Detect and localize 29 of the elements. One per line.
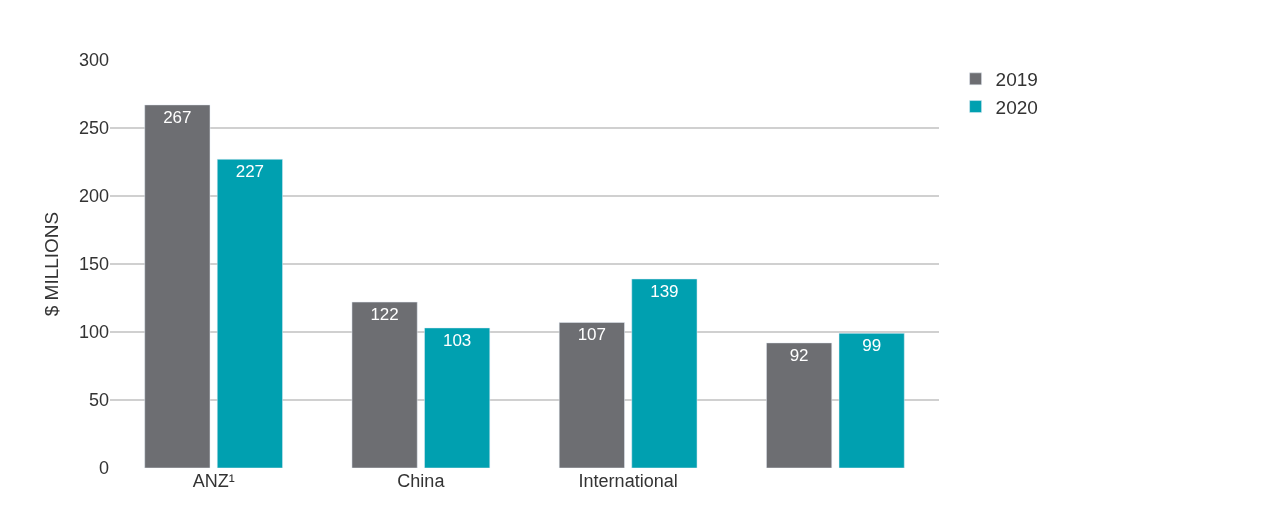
bar (838, 333, 905, 468)
data-label: 139 (650, 281, 679, 301)
bar (351, 301, 418, 468)
data-label: 92 (789, 345, 809, 365)
y-tick-label: 50 (88, 390, 109, 411)
y-tick-label: 0 (98, 458, 109, 479)
data-label: 227 (235, 162, 265, 182)
data-label: 103 (442, 330, 472, 350)
y-tick-label: 200 (78, 186, 109, 207)
data-label: 99 (862, 336, 882, 356)
y-tick-label: 300 (78, 50, 109, 71)
bar (558, 322, 625, 468)
bar (217, 159, 283, 468)
y-tick-label: 150 (78, 254, 109, 275)
y-tick-label: 100 (78, 322, 109, 343)
x-tick-label: ANZ¹ (192, 471, 235, 491)
data-label: 122 (370, 305, 399, 325)
x-tick-label: China (397, 471, 446, 491)
y-tick-label: 250 (78, 118, 109, 139)
data-label: 107 (577, 325, 607, 345)
bar (424, 327, 491, 468)
bar (144, 104, 211, 468)
y-axis-title: $ MILLIONS (40, 211, 62, 317)
legend-label: 2020 (995, 96, 1038, 118)
bar (766, 342, 832, 468)
x-tick-label: International (578, 471, 678, 491)
bar (631, 278, 698, 468)
data-label: 267 (163, 107, 192, 127)
legend-label: 2019 (995, 69, 1038, 91)
